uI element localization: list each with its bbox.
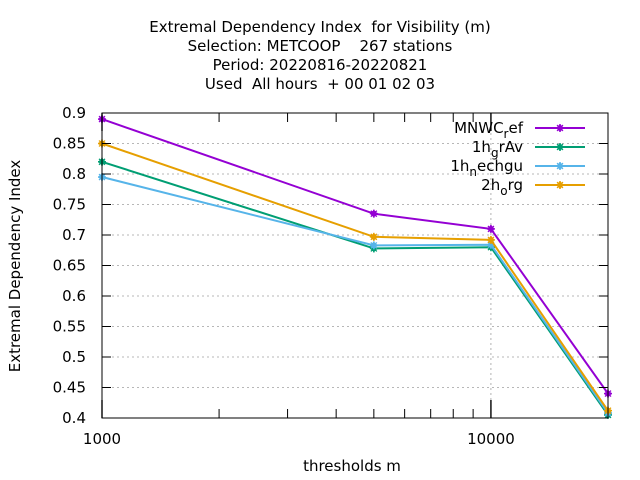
y-tick-label: 0.8: [62, 165, 86, 183]
x-axis-label: thresholds m: [303, 457, 401, 475]
y-tick-label: 0.4: [62, 409, 86, 427]
x-tick-label: 10000: [467, 430, 515, 448]
legend-swatch-marker: [556, 181, 564, 189]
legend-swatch-marker: [556, 143, 564, 151]
title-line-4: Used All hours + 00 01 02 03: [204, 75, 436, 93]
series-2: [98, 157, 612, 419]
grid-layer: [102, 113, 608, 418]
legend-label: MNWCref: [454, 119, 524, 141]
data-point: [486, 224, 495, 233]
series-1: [98, 115, 612, 398]
data-point: [369, 209, 378, 218]
title-line-2: Selection: METCOOP 267 stations: [187, 37, 453, 55]
y-tick-label: 0.85: [53, 135, 86, 153]
y-tick-label: 0.5: [62, 348, 86, 366]
y-axis-label: Extremal Dependency Index: [6, 160, 24, 373]
legend-label: 1hnechgu: [450, 157, 523, 179]
y-tick-label: 0.6: [62, 287, 86, 305]
legend-label: 2horg: [481, 176, 523, 198]
series-line: [101, 176, 609, 414]
y-tick-label: 0.75: [53, 196, 86, 214]
title-line-1: Extremal Dependency Index for Visibility…: [149, 18, 491, 36]
y-tick-label: 0.55: [53, 318, 86, 336]
series-4: [98, 139, 612, 415]
data-point: [369, 241, 378, 250]
tick-labels-layer: 0.4 0.45 0.5 0.55 0.6 0.65 0.7 0.75 0.8 0.85 0.9 10…: [53, 104, 515, 448]
x-tick-label: 1000: [83, 430, 121, 448]
y-tick-label: 0.45: [53, 379, 86, 397]
title-line-3: Period: 20220816-20220821: [212, 56, 428, 74]
y-tick-label: 0.9: [62, 104, 86, 122]
data-point: [486, 235, 495, 244]
legend-label: 1hgrAv: [472, 138, 523, 160]
ticks-layer: [101, 112, 608, 419]
series-3: [98, 173, 612, 418]
legend-swatch-marker: [556, 162, 564, 170]
y-tick-label: 0.65: [53, 257, 86, 275]
data-point: [369, 232, 378, 241]
series-line: [101, 160, 609, 416]
y-tick-label: 0.7: [62, 226, 86, 244]
legend-swatch-marker: [556, 124, 564, 132]
series-line: [101, 142, 609, 412]
series-layer: [98, 115, 612, 419]
series-line: [101, 118, 609, 395]
